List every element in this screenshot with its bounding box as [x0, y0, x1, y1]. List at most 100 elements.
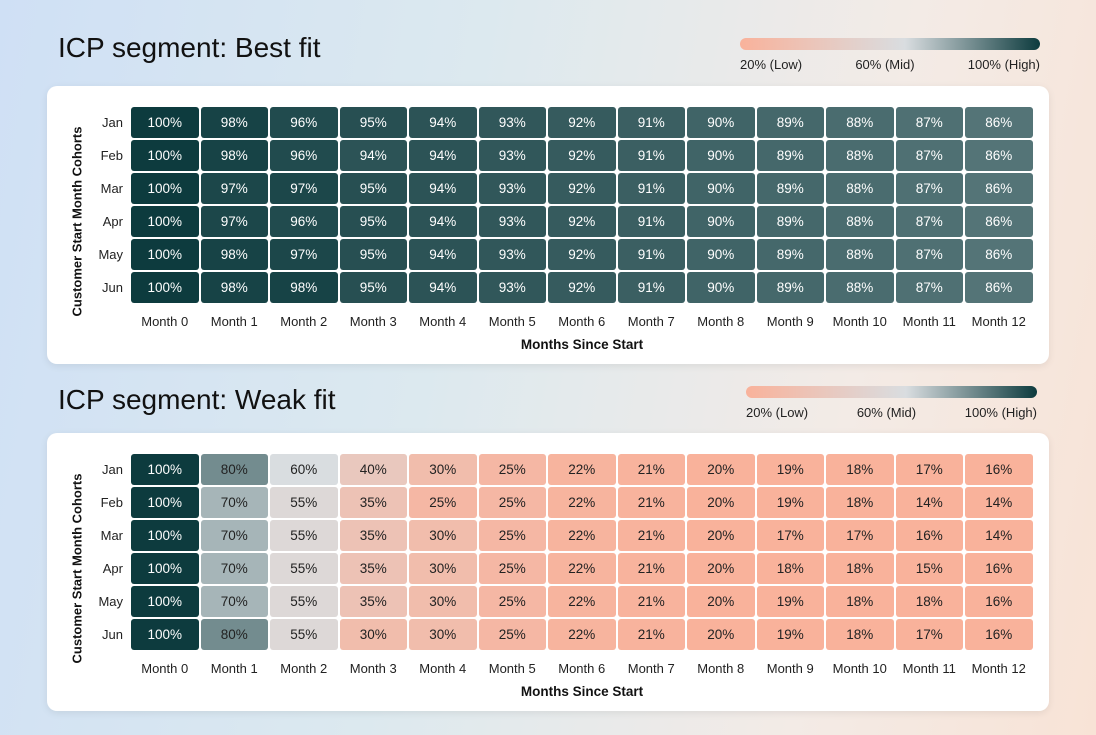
x-tick-label: Month 0: [141, 661, 189, 676]
row-label: Mar: [100, 528, 123, 543]
heatmap-cell: 100%: [131, 619, 199, 650]
heatmap-cell: 89%: [756, 173, 824, 204]
heatmap-cell: 19%: [756, 454, 824, 485]
heatmap-cell: 18%: [826, 454, 894, 485]
heatmap-cell: 70%: [200, 586, 268, 617]
row-label: Jun: [102, 627, 123, 642]
heatmap-cell: 94%: [409, 239, 477, 270]
heatmap-cell: 90%: [687, 173, 755, 204]
heatmap-cell: 30%: [339, 619, 407, 650]
heatmap-cell: 22%: [548, 454, 616, 485]
heatmap-cell: 18%: [895, 586, 963, 617]
heatmap-cell: 19%: [756, 487, 824, 518]
heatmap-cell: 20%: [687, 586, 755, 617]
heatmap-grid: 100% 98% 96% 95% 94% 93% 92% 91% 90% 89% 88% 87% 86%…: [131, 107, 1033, 303]
heatmap-cell: 87%: [895, 272, 963, 303]
heatmap-cell: 98%: [200, 272, 268, 303]
heatmap-cell: 15%: [895, 553, 963, 584]
x-tick-label: Month 2: [280, 661, 328, 676]
best-fit-legend: 20% (Low) 60% (Mid) 100% (High): [740, 38, 1040, 72]
heatmap-cell: 100%: [131, 173, 199, 204]
heatmap-cell: 70%: [200, 520, 268, 551]
heatmap-cell: 16%: [965, 586, 1033, 617]
x-tick-label: Month 5: [488, 314, 536, 329]
heatmap-cell: 25%: [478, 487, 546, 518]
heatmap-cell: 40%: [339, 454, 407, 485]
heatmap-cell: 16%: [965, 619, 1033, 650]
heatmap-cell: 97%: [200, 206, 268, 237]
heatmap-cell: 97%: [200, 173, 268, 204]
heatmap-cell: 89%: [756, 272, 824, 303]
heatmap-cell: 18%: [826, 487, 894, 518]
row-label: Apr: [102, 561, 123, 576]
heatmap-cell: 21%: [617, 520, 685, 551]
heatmap-cell: 93%: [478, 173, 546, 204]
x-tick-label: Month 5: [488, 661, 536, 676]
x-tick-label: Month 12: [971, 314, 1026, 329]
x-tick-label: Month 4: [419, 661, 467, 676]
x-axis-label: Months Since Start: [520, 337, 644, 352]
heatmap-cell: 30%: [409, 586, 477, 617]
heatmap-cell: 17%: [826, 520, 894, 551]
heatmap-cell: 35%: [339, 520, 407, 551]
legend-color-bar: [746, 386, 1037, 398]
row-label: Mar: [100, 181, 123, 196]
x-tick-label: Month 6: [558, 314, 606, 329]
heatmap-cell: 92%: [548, 272, 616, 303]
heatmap-cell: 55%: [270, 586, 338, 617]
row-label: Jan: [102, 462, 123, 477]
weak-fit-heatmap-card: Customer Start Month Cohorts 100% 80% 60% 4…: [47, 433, 1049, 711]
x-tick-label: Month 10: [832, 314, 887, 329]
heatmap-cell: 30%: [409, 553, 477, 584]
heatmap-cell: 88%: [826, 239, 894, 270]
heatmap-cell: 20%: [687, 619, 755, 650]
row-label: Jun: [102, 280, 123, 295]
heatmap-cell: 60%: [270, 454, 338, 485]
heatmap-cell: 25%: [409, 487, 477, 518]
heatmap-cell: 17%: [895, 454, 963, 485]
x-axis-label: Months Since Start: [520, 684, 644, 699]
legend-low-label: 20% (Low): [746, 405, 809, 420]
heatmap-cell: 18%: [826, 619, 894, 650]
heatmap-cell: 88%: [826, 173, 894, 204]
row-label: Feb: [100, 495, 123, 510]
heatmap-cell: 22%: [548, 553, 616, 584]
heatmap-cell: 89%: [756, 239, 824, 270]
heatmap-cell: 97%: [270, 173, 338, 204]
heatmap-cell: 87%: [895, 107, 963, 138]
x-tick-label: Month 11: [902, 661, 956, 676]
heatmap-cell: 97%: [270, 239, 338, 270]
heatmap-cell: 92%: [548, 107, 616, 138]
best-fit-title: ICP segment: Best fit: [58, 32, 321, 63]
x-tick-label: Month 8: [697, 314, 745, 329]
x-tick-label: Month 3: [349, 661, 397, 676]
heatmap-cell: 19%: [756, 619, 824, 650]
heatmap-cell: 30%: [409, 619, 477, 650]
heatmap-cell: 86%: [965, 107, 1033, 138]
heatmap-grid: 100% 80% 60% 40% 30% 25% 22% 21% 20% 19% 18% 17% 16%…: [131, 454, 1033, 650]
heatmap-cell: 91%: [617, 107, 685, 138]
heatmap-cell: 94%: [409, 107, 477, 138]
legend-mid-label: 60% (Mid): [855, 57, 915, 72]
x-tick-label: Month 9: [766, 314, 814, 329]
heatmap-cell: 94%: [409, 140, 477, 171]
heatmap-cell: 80%: [200, 454, 268, 485]
x-tick-label: Month 1: [210, 661, 258, 676]
heatmap-cell: 17%: [895, 619, 963, 650]
heatmap-cell: 86%: [965, 206, 1033, 237]
heatmap-cell: 93%: [478, 272, 546, 303]
heatmap-cell: 96%: [270, 107, 338, 138]
heatmap-cell: 55%: [270, 520, 338, 551]
heatmap-cell: 93%: [478, 107, 546, 138]
heatmap-cell: 14%: [965, 520, 1033, 551]
heatmap-cell: 100%: [131, 553, 199, 584]
heatmap-cell: 88%: [826, 272, 894, 303]
heatmap-cell: 93%: [478, 239, 546, 270]
heatmap-cell: 91%: [617, 140, 685, 171]
legend-high-label: 100% (High): [967, 57, 1040, 72]
heatmap-cell: 22%: [548, 487, 616, 518]
x-tick-label: Month 6: [558, 661, 606, 676]
heatmap-cell: 30%: [409, 454, 477, 485]
heatmap-cell: 91%: [617, 206, 685, 237]
heatmap-cell: 94%: [409, 272, 477, 303]
